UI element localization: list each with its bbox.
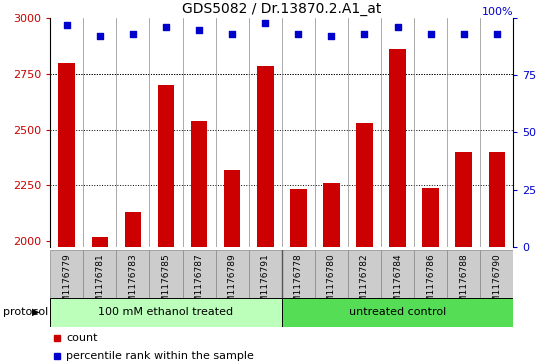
Point bbox=[360, 31, 369, 37]
Text: GSM1176778: GSM1176778 bbox=[294, 253, 303, 314]
Text: GSM1176782: GSM1176782 bbox=[360, 253, 369, 314]
Bar bbox=[50, 250, 83, 299]
Bar bbox=[83, 250, 117, 299]
Point bbox=[195, 27, 204, 33]
Text: ▶: ▶ bbox=[32, 307, 40, 317]
Bar bbox=[59, 63, 75, 247]
Bar bbox=[257, 66, 273, 247]
Text: GSM1176787: GSM1176787 bbox=[195, 253, 204, 314]
Bar bbox=[455, 152, 472, 247]
Text: count: count bbox=[66, 333, 98, 343]
Bar bbox=[315, 250, 348, 299]
Point bbox=[95, 33, 104, 39]
Bar bbox=[489, 152, 505, 247]
Bar bbox=[414, 250, 447, 299]
Bar bbox=[117, 250, 150, 299]
Bar bbox=[282, 250, 315, 299]
Text: GSM1176786: GSM1176786 bbox=[426, 253, 435, 314]
Point bbox=[261, 20, 270, 26]
Bar bbox=[389, 49, 406, 247]
Point bbox=[62, 22, 71, 28]
Bar bbox=[290, 189, 306, 247]
Bar bbox=[323, 183, 340, 247]
Bar bbox=[92, 237, 108, 247]
Bar bbox=[124, 212, 141, 247]
Bar bbox=[422, 188, 439, 247]
Point bbox=[228, 31, 237, 37]
Text: GSM1176783: GSM1176783 bbox=[128, 253, 137, 314]
Bar bbox=[182, 250, 215, 299]
Bar bbox=[50, 298, 282, 327]
Point bbox=[128, 31, 137, 37]
Bar bbox=[282, 298, 513, 327]
Bar bbox=[158, 85, 174, 247]
Title: GDS5082 / Dr.13870.2.A1_at: GDS5082 / Dr.13870.2.A1_at bbox=[182, 2, 382, 16]
Point bbox=[426, 31, 435, 37]
Bar bbox=[447, 250, 480, 299]
Text: percentile rank within the sample: percentile rank within the sample bbox=[66, 351, 254, 361]
Point bbox=[294, 31, 303, 37]
Point bbox=[162, 24, 171, 30]
Text: 100 mM ethanol treated: 100 mM ethanol treated bbox=[98, 307, 234, 317]
Bar bbox=[348, 250, 381, 299]
Bar bbox=[224, 170, 240, 247]
Text: protocol: protocol bbox=[3, 307, 48, 317]
Text: GSM1176781: GSM1176781 bbox=[95, 253, 104, 314]
Bar bbox=[215, 250, 249, 299]
Text: GSM1176789: GSM1176789 bbox=[228, 253, 237, 314]
Bar bbox=[191, 121, 208, 247]
Text: GSM1176790: GSM1176790 bbox=[492, 253, 501, 314]
Bar bbox=[356, 123, 373, 247]
Point bbox=[459, 31, 468, 37]
Text: GSM1176780: GSM1176780 bbox=[327, 253, 336, 314]
Bar bbox=[150, 250, 182, 299]
Text: GSM1176788: GSM1176788 bbox=[459, 253, 468, 314]
Bar bbox=[249, 250, 282, 299]
Text: GSM1176784: GSM1176784 bbox=[393, 253, 402, 314]
Text: GSM1176779: GSM1176779 bbox=[62, 253, 71, 314]
Bar bbox=[480, 250, 513, 299]
Text: 100%: 100% bbox=[482, 7, 513, 17]
Point bbox=[492, 31, 501, 37]
Text: untreated control: untreated control bbox=[349, 307, 446, 317]
Text: GSM1176785: GSM1176785 bbox=[161, 253, 171, 314]
Point bbox=[393, 24, 402, 30]
Text: GSM1176791: GSM1176791 bbox=[261, 253, 270, 314]
Point bbox=[327, 33, 336, 39]
Bar bbox=[381, 250, 414, 299]
